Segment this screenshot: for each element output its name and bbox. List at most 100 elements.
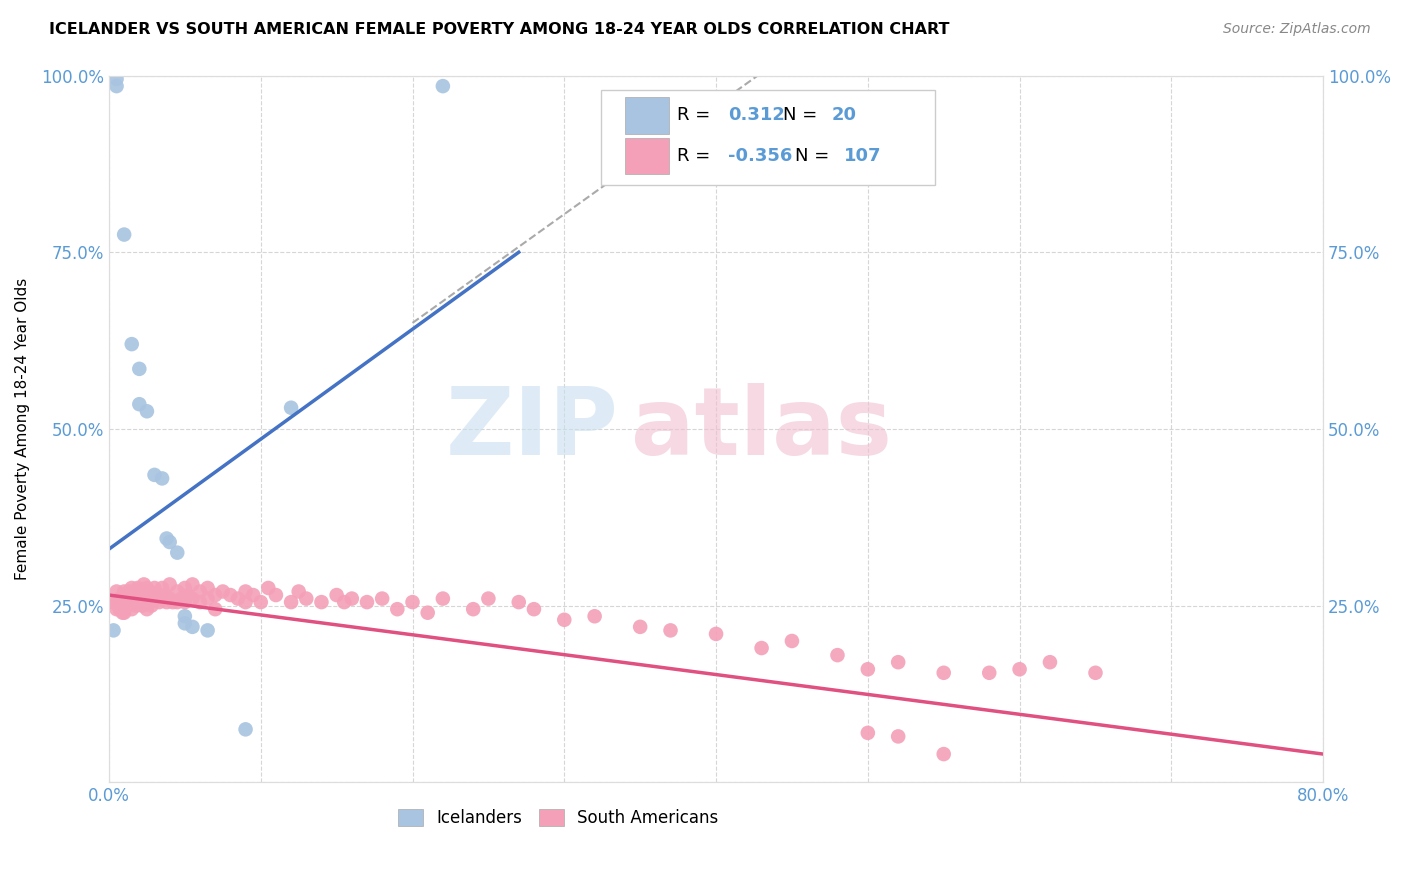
Point xyxy=(181,577,204,591)
Point xyxy=(112,595,135,609)
Point xyxy=(103,624,125,638)
Point xyxy=(325,588,347,602)
Text: 0.312: 0.312 xyxy=(728,106,785,124)
Point xyxy=(124,584,146,599)
Point xyxy=(105,72,128,87)
Point xyxy=(115,588,138,602)
Point xyxy=(150,471,173,485)
Point xyxy=(188,595,211,609)
Point xyxy=(856,662,879,676)
Point xyxy=(432,79,454,94)
Point xyxy=(108,602,131,616)
Point xyxy=(204,588,226,602)
Point xyxy=(280,401,302,415)
Point xyxy=(121,581,143,595)
Point xyxy=(979,665,1001,680)
Point xyxy=(173,595,195,609)
Point xyxy=(311,595,333,609)
Point xyxy=(523,602,546,616)
Point xyxy=(143,581,166,595)
Text: N =: N = xyxy=(794,147,835,165)
Point xyxy=(173,581,195,595)
Text: N =: N = xyxy=(783,106,823,124)
Point xyxy=(387,602,409,616)
Point xyxy=(280,595,302,609)
Point xyxy=(463,602,485,616)
Point xyxy=(105,79,128,94)
Point xyxy=(128,584,150,599)
Point xyxy=(118,595,141,609)
Point xyxy=(235,595,257,609)
Point xyxy=(166,595,188,609)
Point xyxy=(127,591,149,606)
Point xyxy=(211,584,233,599)
Point xyxy=(141,588,163,602)
Point xyxy=(432,591,454,606)
Point xyxy=(249,595,271,609)
Point xyxy=(188,584,211,599)
Point xyxy=(135,602,157,616)
Point xyxy=(131,588,153,602)
Point xyxy=(135,581,157,595)
Point xyxy=(932,747,955,761)
Point xyxy=(135,404,157,418)
Point xyxy=(132,591,155,606)
Point xyxy=(159,591,181,606)
Point xyxy=(148,595,170,609)
Point xyxy=(197,624,219,638)
Point xyxy=(751,641,773,656)
Point xyxy=(111,606,134,620)
Text: 107: 107 xyxy=(844,147,882,165)
Point xyxy=(181,591,204,606)
Point xyxy=(827,648,849,662)
Point xyxy=(127,581,149,595)
Point xyxy=(235,723,257,737)
Point xyxy=(139,584,162,599)
Point xyxy=(128,595,150,609)
Point xyxy=(887,730,910,744)
Point xyxy=(118,584,141,599)
Point xyxy=(110,591,132,606)
Text: ICELANDER VS SOUTH AMERICAN FEMALE POVERTY AMONG 18-24 YEAR OLDS CORRELATION CHA: ICELANDER VS SOUTH AMERICAN FEMALE POVER… xyxy=(49,22,949,37)
Point xyxy=(115,599,138,613)
Point xyxy=(124,595,146,609)
Point xyxy=(371,591,394,606)
Point xyxy=(105,602,128,616)
Point xyxy=(173,616,195,631)
Point xyxy=(156,532,179,546)
Point xyxy=(108,591,131,606)
Text: atlas: atlas xyxy=(631,383,891,475)
Point xyxy=(264,588,287,602)
Point xyxy=(477,591,499,606)
Point xyxy=(170,591,193,606)
Point xyxy=(122,588,145,602)
Point xyxy=(121,337,143,351)
Point xyxy=(143,467,166,482)
Point xyxy=(780,634,803,648)
Text: R =: R = xyxy=(678,106,716,124)
Point xyxy=(1084,665,1107,680)
Point xyxy=(132,577,155,591)
Legend: Icelanders, South Americans: Icelanders, South Americans xyxy=(391,803,725,834)
FancyBboxPatch shape xyxy=(626,137,669,174)
Point xyxy=(887,655,910,669)
Point xyxy=(356,595,378,609)
Point xyxy=(932,665,955,680)
Text: -0.356: -0.356 xyxy=(728,147,793,165)
Point xyxy=(121,602,143,616)
Point xyxy=(166,546,188,560)
Point xyxy=(295,591,318,606)
Point xyxy=(181,620,204,634)
Point xyxy=(219,588,242,602)
Point xyxy=(197,581,219,595)
Text: 20: 20 xyxy=(831,106,856,124)
Point xyxy=(856,726,879,740)
Point xyxy=(226,591,249,606)
Point xyxy=(112,584,135,599)
Point xyxy=(125,599,148,613)
Point xyxy=(111,595,134,609)
Point xyxy=(166,584,188,599)
Point xyxy=(141,599,163,613)
Point xyxy=(112,227,135,242)
Point xyxy=(659,624,682,638)
